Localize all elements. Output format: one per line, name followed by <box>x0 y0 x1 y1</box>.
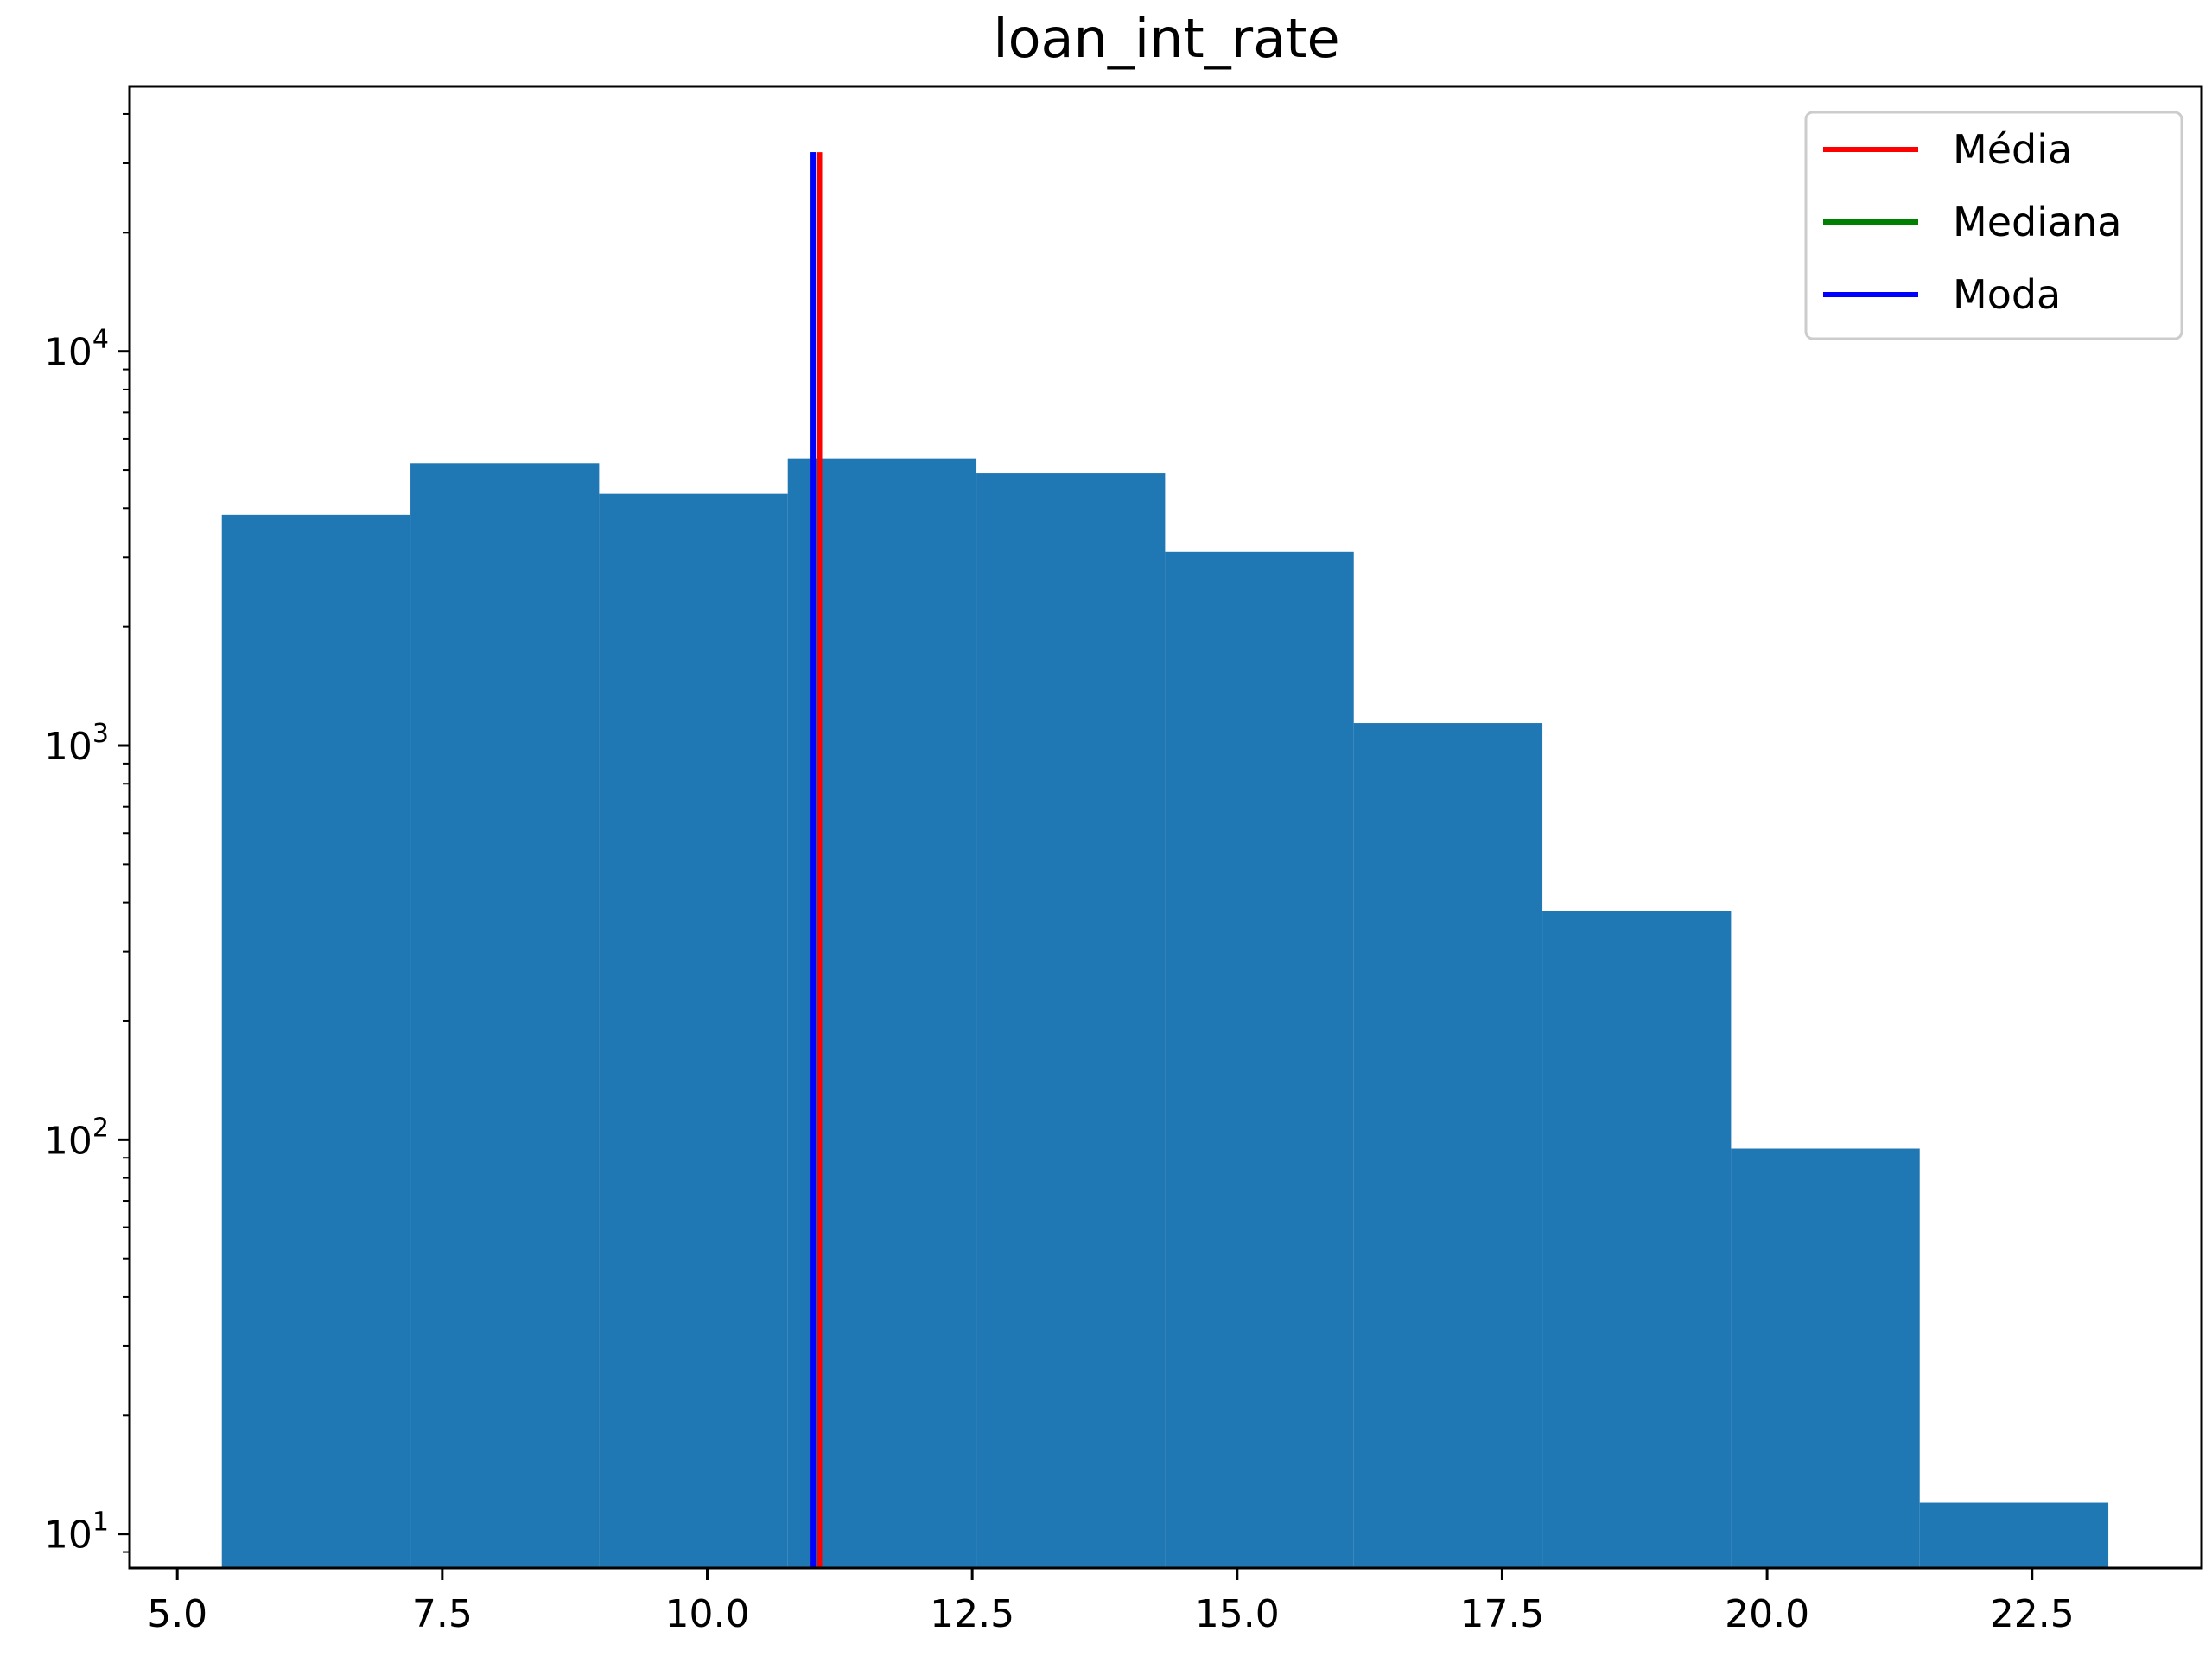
x-tick-label: 5.0 <box>147 1592 207 1636</box>
axes-group: 5.0 7.5 10.0 12.5 15.0 17.5 20.0 22.5 101 102 103 1… <box>44 85 2203 1636</box>
x-tick-label: 10.0 <box>665 1592 750 1636</box>
x-tick-label: 7.5 <box>412 1592 473 1636</box>
x-tick-label: 12.5 <box>930 1592 1014 1636</box>
legend-label-2: Mediana <box>1953 199 2122 245</box>
x-tick-label: 17.5 <box>1459 1592 1544 1636</box>
x-tick-label: 20.0 <box>1725 1592 1809 1636</box>
histogram-bar-8 <box>1542 911 1732 1568</box>
histogram-bar-2 <box>410 463 600 1569</box>
y-tick-label: 102 <box>44 1113 109 1163</box>
histogram-bar-6 <box>1165 551 1354 1568</box>
histogram-bar-10 <box>1919 1502 2109 1568</box>
legend-label-1: Média <box>1953 126 2072 173</box>
legend: Média Mediana Moda <box>1804 111 2183 340</box>
histogram-bar-7 <box>1353 723 1543 1568</box>
stat-lines-group <box>810 152 823 1568</box>
chart-title: loan_int_rate <box>993 7 1339 70</box>
y-tick-label: 101 <box>44 1507 109 1558</box>
histogram-bar-1 <box>221 514 411 1568</box>
y-tick-label: 104 <box>44 325 109 375</box>
histogram-bar-3 <box>599 493 788 1568</box>
legend-box <box>1804 111 2183 340</box>
axes-frame <box>128 85 2203 1570</box>
legend-label-3: Moda <box>1953 271 2061 318</box>
y-tick-label: 103 <box>44 719 109 769</box>
histogram-bar-5 <box>976 473 1166 1568</box>
histogram-bar-9 <box>1731 1148 1920 1568</box>
x-tick-label: 22.5 <box>1990 1592 2075 1636</box>
x-tick-label: 15.0 <box>1195 1592 1280 1636</box>
histogram-bar-4 <box>787 458 977 1568</box>
